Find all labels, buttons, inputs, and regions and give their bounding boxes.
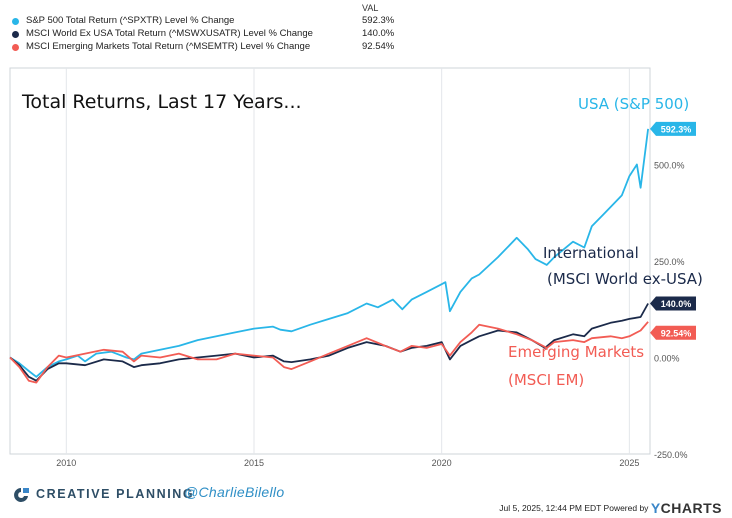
legend-value-header: VAL <box>362 3 379 13</box>
legend-swatch <box>12 31 19 38</box>
em-annotation-line1: Emerging Markets <box>508 343 644 361</box>
y-tick-label: 500.0% <box>654 161 685 171</box>
chart-title-annotation: Total Returns, Last 17 Years... <box>21 91 302 113</box>
end-label-text: 92.54% <box>661 328 692 338</box>
timestamp: Jul 5, 2025, 12:44 PM EDT Powered by <box>499 503 649 513</box>
company-name: CREATIVE PLANNING <box>36 487 195 501</box>
legend-series-name: MSCI Emerging Markets Total Return (^MSE… <box>26 41 311 52</box>
x-tick-label: 2025 <box>619 458 639 468</box>
grid-lines <box>65 68 630 454</box>
series-line-2[interactable] <box>9 321 649 384</box>
line-chart: 2010 2015 2020 2025 -250.0% 0.00% 250.0% 500.0%… <box>9 67 703 469</box>
footer-attribution: Jul 5, 2025, 12:44 PM EDT Powered by YCH… <box>499 500 722 516</box>
end-label-text: 140.0% <box>661 299 692 309</box>
end-label-box <box>650 296 696 311</box>
y-tick-label: -250.0% <box>654 450 688 460</box>
usa-annotation: USA (S&P 500) <box>578 95 689 113</box>
legend-series-name: MSCI World Ex USA Total Return (^MSWXUSA… <box>26 28 313 39</box>
x-tick-label: 2020 <box>432 458 452 468</box>
y-tick-label: 250.0% <box>654 257 685 267</box>
legend-series-value: 140.0% <box>362 28 395 39</box>
legend-series-name: S&P 500 Total Return (^SPXTR) Level % Ch… <box>26 15 235 26</box>
international-annotation-line2: (MSCI World ex-USA) <box>547 270 703 288</box>
y-tick-label: 0.00% <box>654 354 680 364</box>
series-line-1[interactable] <box>9 303 649 382</box>
international-annotation-line1: International <box>543 244 639 262</box>
em-annotation-line2: (MSCI EM) <box>508 371 584 389</box>
ycharts-logo[interactable]: YCHARTS <box>650 500 722 516</box>
series-line-0[interactable] <box>9 128 649 378</box>
end-label-1: 140.0% <box>650 296 696 311</box>
plot-area <box>9 67 651 455</box>
axis-ticks: 2010 2015 2020 2025 -250.0% 0.00% 250.0% 500.0% <box>56 161 687 469</box>
end-label-box <box>650 325 696 340</box>
end-label-box <box>650 121 696 136</box>
legend-item-intl[interactable]: MSCI World Ex USA Total Return (^MSWXUSA… <box>10 28 430 41</box>
legend-series-value: 92.54% <box>362 41 395 52</box>
x-tick-label: 2010 <box>56 458 76 468</box>
end-label-text: 592.3% <box>661 124 692 134</box>
chart-legend: VAL S&P 500 Total Return (^SPXTR) Level … <box>10 0 430 56</box>
legend-item-spx[interactable]: S&P 500 Total Return (^SPXTR) Level % Ch… <box>10 15 430 28</box>
end-label-2: 92.54% <box>650 325 696 340</box>
creative-planning-logo-icon <box>14 488 29 502</box>
legend-swatch <box>12 18 19 25</box>
legend-series-value: 592.3% <box>362 15 395 26</box>
legend-item-em[interactable]: MSCI Emerging Markets Total Return (^MSE… <box>10 41 430 54</box>
twitter-handle[interactable]: @CharlieBilello <box>184 484 285 500</box>
series-lines <box>9 128 649 384</box>
legend-swatch <box>12 44 19 51</box>
x-tick-label: 2015 <box>244 458 264 468</box>
end-value-labels: 592.3% 140.0% 92.54% <box>650 121 696 340</box>
end-label-0: 592.3% <box>650 121 696 136</box>
